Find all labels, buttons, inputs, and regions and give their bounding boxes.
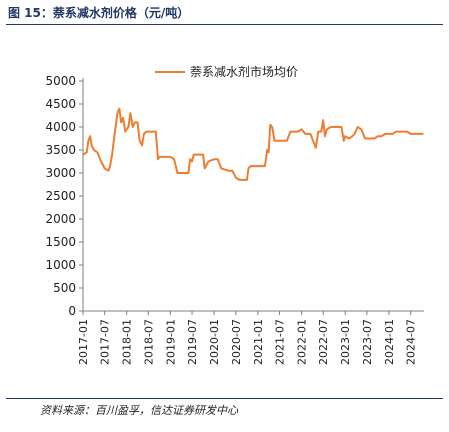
y-tick-label: 4000: [45, 120, 76, 134]
y-tick-label: 0: [68, 304, 76, 318]
y-axis: 0 500 1000 1500 2000 2500 3000 3500 4000 4500 5000: [45, 74, 84, 318]
y-tick-label: 1000: [45, 258, 76, 272]
title-divider: [6, 24, 443, 25]
series-line: [82, 107, 424, 181]
x-tick-label: 2020-01: [208, 319, 221, 365]
x-tick-label: 2017-01: [77, 319, 90, 365]
x-tick-label: 2023-01: [339, 319, 352, 365]
legend: 萘系减水剂市场均价: [155, 64, 298, 79]
x-tick-label: 2022-07: [317, 319, 330, 365]
x-tick-label: 2021-01: [252, 319, 265, 365]
line-chart: 0 500 1000 1500 2000 2500 3000 3500 4000 4500 5000…: [45, 64, 424, 365]
x-tick-label: 2022-01: [296, 319, 309, 365]
y-tick-label: 5000: [45, 74, 76, 88]
y-tick-label: 500: [53, 281, 76, 295]
y-tick-label: 4500: [45, 97, 76, 111]
x-tick-label: 2021-07: [274, 319, 287, 365]
y-tick-label: 1500: [45, 235, 76, 249]
source-divider: [6, 398, 443, 399]
x-tick-label: 2018-07: [142, 319, 155, 365]
y-tick-label: 2000: [45, 212, 76, 226]
x-tick-label: 2019-01: [164, 319, 177, 365]
y-tick-label: 3500: [45, 143, 76, 157]
y-tick-label: 2500: [45, 189, 76, 203]
x-tick-label: 2023-07: [361, 319, 374, 365]
x-tick-label: 2020-07: [230, 319, 243, 365]
plot-area: [82, 107, 424, 181]
x-tick-label: 2019-07: [186, 319, 199, 365]
x-tick-label: 2017-07: [99, 319, 112, 365]
y-tick-label: 3000: [45, 166, 76, 180]
x-axis: 2017-01 2017-07 2018-01 2018-07 2019-01 2019-…: [77, 310, 424, 365]
source-note: 资料来源：百川盈孚，信达证券研发中心: [40, 404, 238, 417]
x-tick-label: 2018-01: [121, 319, 134, 365]
legend-label: 萘系减水剂市场均价: [190, 64, 298, 79]
x-tick-label: 2024-07: [405, 319, 418, 365]
x-tick-label: 2024-01: [383, 319, 396, 365]
figure-title: 图 15：萘系减水剂价格（元/吨）: [8, 6, 190, 20]
